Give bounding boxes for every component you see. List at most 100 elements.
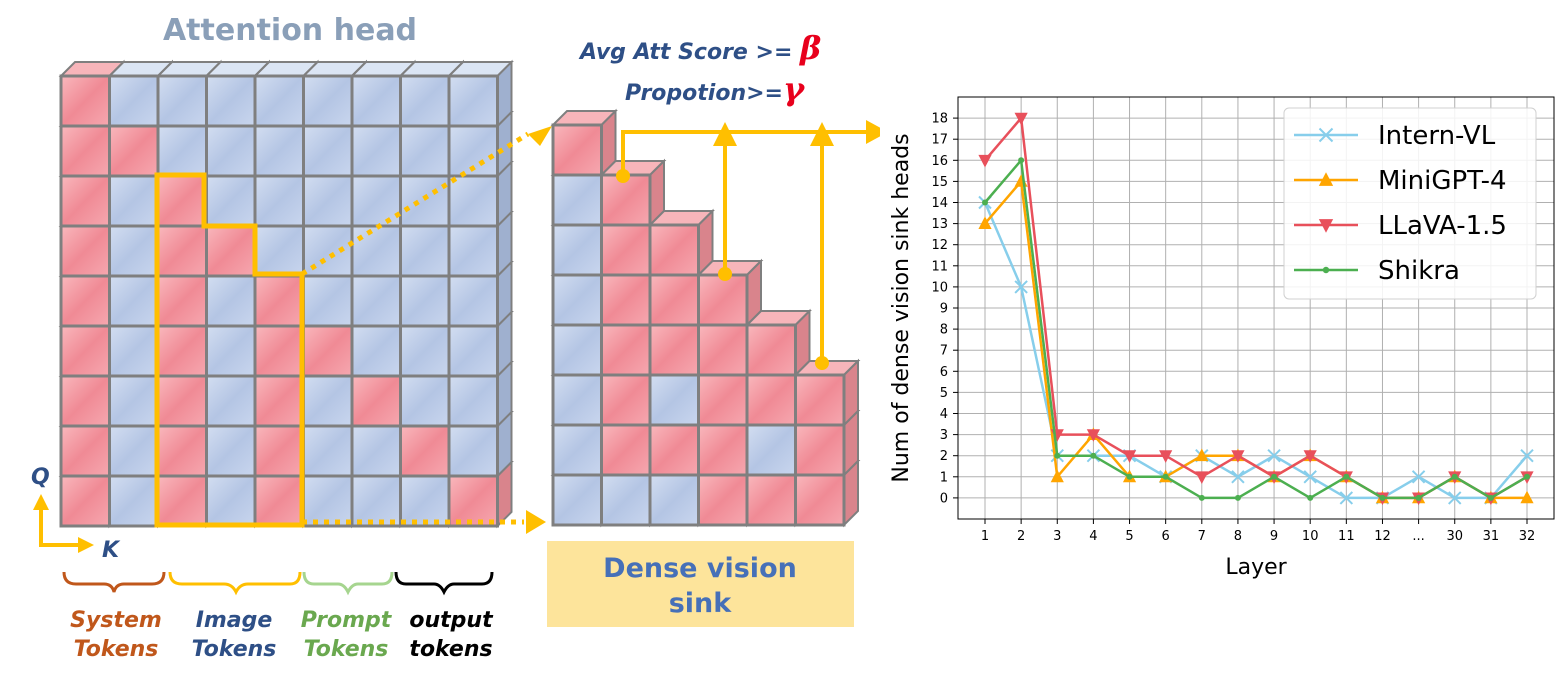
image-tokens-label: Image (196, 608, 273, 633)
x-tick-label: 8 (1234, 529, 1242, 544)
threshold-dot (718, 267, 732, 281)
attention-cell-high (599, 158, 667, 228)
legend-box (1283, 107, 1537, 300)
zoom-connector-bottom-arrow (526, 510, 546, 534)
dense-sink-line-chart: 1 2 3 4 5 6 7 8 9 10 11 12... 30 31 320123456789101112… (889, 96, 1555, 580)
condition-proportion: Propotion>=γ (625, 70, 806, 108)
data-point (1520, 490, 1534, 504)
legend-item: Intern-VL (1294, 121, 1496, 151)
x-tick-label: 7 (1198, 529, 1206, 544)
x-tick-label: 30 (1446, 529, 1463, 544)
data-point (1014, 280, 1028, 294)
attention-cell-high (696, 258, 764, 328)
data-point (1379, 494, 1386, 501)
data-point (1448, 491, 1462, 505)
y-tick-label: 15 (931, 175, 948, 190)
dense-sink-label: Dense vision (603, 553, 797, 584)
x-tick-label: 9 (1270, 529, 1278, 544)
threshold-dot (815, 356, 829, 370)
y-tick-label: 7 (940, 344, 948, 359)
attention-cell-high (647, 208, 715, 278)
x-tick-label: 10 (1302, 529, 1319, 544)
data-point (1054, 452, 1061, 459)
data-point (1234, 494, 1241, 501)
data-point (1343, 473, 1350, 480)
chart-legend: Intern-VL MiniGPT-4 LLaVA-1.5 Shikra (1283, 107, 1537, 300)
x-tick-label: 2 (1017, 529, 1025, 544)
data-point (1520, 448, 1534, 463)
data-point (1271, 473, 1278, 480)
system-tokens-label: System (70, 608, 162, 633)
data-point (982, 199, 988, 206)
threshold-arrow-up-2 (810, 122, 834, 146)
attention-matrix (58, 59, 514, 529)
x-axis-label: Layer (1225, 555, 1287, 580)
legend-label: Shikra (1378, 256, 1460, 286)
x-tick-label: 4 (1089, 529, 1097, 544)
output-tokens-label: output (409, 608, 494, 633)
dense-sink-stair (550, 108, 861, 528)
threshold-arrow-right (866, 120, 880, 144)
data-point (1195, 471, 1209, 484)
image-tokens-label: Tokens (192, 637, 277, 662)
diagram-title: Attention head (163, 13, 417, 48)
legend-item: LLaVA-1.5 (1294, 211, 1507, 241)
attention-cell-high (793, 358, 861, 428)
y-axis-label: Num of dense vision sink heads (889, 133, 914, 482)
attention-cell-high (550, 108, 618, 178)
y-tick-label: 3 (940, 428, 948, 443)
y-tick-label: 12 (931, 238, 948, 253)
x-tick-label: ... (1412, 529, 1424, 544)
axis-k-arrowhead (78, 537, 94, 553)
y-tick-label: 9 (940, 302, 948, 317)
attention-diagram: Attention head Avg Att Score >= β Propot… (31, 13, 880, 662)
data-point (1411, 470, 1426, 484)
x-tick-label: 5 (1125, 529, 1133, 544)
threshold-arrow-up-1 (713, 122, 737, 146)
y-tick-label: 11 (931, 259, 948, 274)
threshold-lines (621, 130, 868, 363)
y-tick-label: 8 (940, 323, 948, 338)
x-tick-label: 32 (1519, 529, 1536, 544)
y-tick-label: 6 (940, 365, 948, 380)
zoom-connector-top-arrow (528, 126, 552, 146)
y-tick-label: 13 (931, 217, 948, 232)
y-tick-label: 17 (931, 133, 948, 148)
y-tick-label: 18 (931, 112, 948, 127)
y-tick-label: 4 (940, 407, 948, 422)
data-point (1050, 469, 1064, 483)
data-point (1303, 450, 1317, 463)
legend-label: LLaVA-1.5 (1378, 211, 1507, 241)
data-point (1415, 494, 1422, 501)
legend-item: MiniGPT-4 (1294, 166, 1507, 196)
dense-sink-label-box (547, 541, 854, 627)
token-group-labels: System Tokens Image Tokens Prompt Tokens… (70, 608, 494, 662)
x-tick-label: 31 (1483, 529, 1500, 544)
data-point (1451, 473, 1458, 480)
axis-q-label: Q (31, 465, 50, 490)
legend-marker (1318, 127, 1334, 143)
data-point (1090, 452, 1097, 459)
y-tick-label: 2 (940, 449, 948, 464)
y-tick-label: 16 (931, 154, 948, 169)
data-point (978, 216, 992, 229)
data-point (1086, 429, 1100, 442)
x-tick-label: 12 (1374, 529, 1391, 544)
y-tick-label: 14 (931, 196, 948, 211)
token-brackets (62, 571, 494, 596)
data-point (1014, 112, 1028, 126)
y-tick-label: 0 (940, 491, 948, 506)
data-point (1339, 491, 1354, 505)
threshold-dot (616, 169, 630, 183)
y-tick-label: 5 (940, 386, 948, 401)
y-tick-label: 1 (940, 470, 948, 485)
data-point (978, 154, 992, 168)
axis-q-arrowhead (33, 494, 49, 510)
y-tick-label: 10 (931, 280, 948, 295)
legend-item: Shikra (1294, 256, 1460, 286)
legend-marker (1318, 172, 1334, 186)
data-point (1303, 470, 1317, 484)
x-tick-label: 1 (981, 529, 989, 544)
condition-avg: Avg Att Score >= β (578, 29, 821, 67)
image-token-outline (154, 172, 305, 528)
